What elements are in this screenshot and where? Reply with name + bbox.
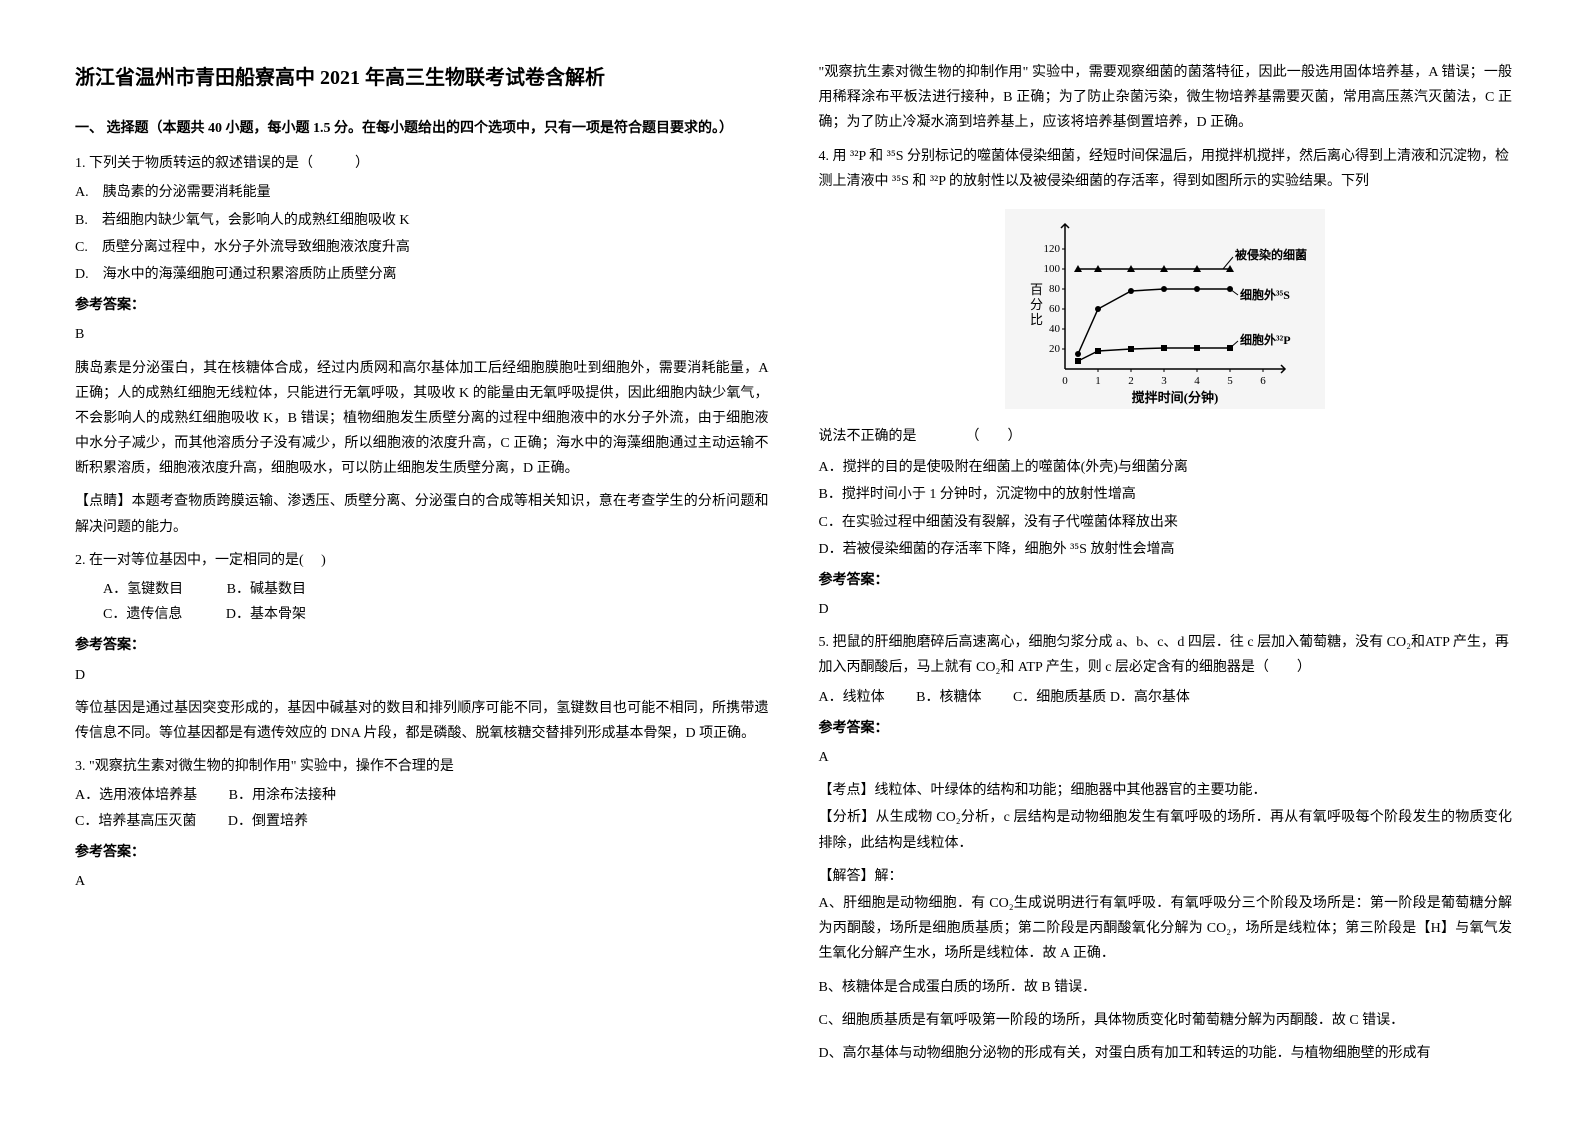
q5-option-c: C．细胞质基质	[1013, 690, 1106, 705]
q1-option-c: C. 质壁分离过程中，水分子外流导致细胞液浓度升高	[75, 235, 769, 260]
q5-stem: 5. 把鼠的肝细胞磨碎后高速离心，细胞匀浆分成 a、b、c、d 四层．往 c 层…	[819, 630, 1513, 680]
svg-text:比: 比	[1030, 312, 1043, 327]
q5-answer: A	[819, 745, 1513, 770]
svg-text:3: 3	[1162, 375, 1168, 387]
q3-option-c: C．培养基高压灭菌	[75, 814, 196, 829]
right-column: "观察抗生素对微生物的抑制作用" 实验中，需要观察细菌的菌落特征，因此一般选用固…	[794, 60, 1538, 1062]
svg-text:6: 6	[1261, 375, 1267, 387]
section-header: 一、 选择题（本题共 40 小题，每小题 1.5 分。在每小题给出的四个选项中，…	[75, 116, 769, 141]
q2-option-d: D．基本骨架	[226, 602, 306, 627]
q1-option-a: A. 胰岛素的分泌需要消耗能量	[75, 180, 769, 205]
q5-option-d: D．高尔基体	[1110, 690, 1190, 705]
svg-text:4: 4	[1195, 375, 1201, 387]
q5-option-b: B．核糖体	[916, 690, 981, 705]
q2-option-c: C．遗传信息	[103, 602, 182, 627]
svg-text:100: 100	[1044, 263, 1061, 275]
q3-stem: 3. "观察抗生素对微生物的抑制作用" 实验中，操作不合理的是	[75, 754, 769, 779]
q4-chart: 20 40 60 80 100 120 0 1 2 3 4 5 6 百 分 比	[819, 209, 1513, 409]
q4-option-a: A．搅拌的目的是使吸附在细菌上的噬菌体(外壳)与细菌分离	[819, 455, 1513, 480]
q5-options: A．线粒体 B．核糖体 C．细胞质基质 D．高尔基体	[819, 685, 1513, 710]
q2-options-row2: C．遗传信息 D．基本骨架	[103, 602, 769, 627]
q3-options-row2: C．培养基高压灭菌 D．倒置培养	[75, 809, 769, 834]
q2-answer: D	[75, 663, 769, 688]
svg-text:0: 0	[1063, 375, 1069, 387]
svg-text:2: 2	[1129, 375, 1135, 387]
svg-text:搅拌时间(分钟): 搅拌时间(分钟)	[1132, 390, 1219, 405]
q1-answer-label: 参考答案：	[75, 293, 769, 318]
q4-answer: D	[819, 597, 1513, 622]
q3-answer: A	[75, 869, 769, 894]
q2-option-a: A．氢键数目	[103, 577, 183, 602]
q4-option-d: D．若被侵染细菌的存活率下降，细胞外 ³⁵S 放射性会增高	[819, 537, 1513, 562]
q5-fenxi: 【分析】从生成物 CO₂分析，c 层结构是动物细胞发生有氧呼吸的场所．再从有氧呼…	[819, 805, 1513, 855]
q1-answer: B	[75, 322, 769, 347]
svg-text:40: 40	[1049, 323, 1061, 335]
svg-text:百: 百	[1030, 282, 1043, 297]
q5-answer-label: 参考答案：	[819, 716, 1513, 741]
svg-text:1: 1	[1096, 375, 1102, 387]
q5-jieda-label: 【解答】解：	[819, 864, 1513, 889]
q4-answer-label: 参考答案：	[819, 568, 1513, 593]
svg-text:60: 60	[1049, 303, 1061, 315]
svg-text:细胞外³²P: 细胞外³²P	[1240, 332, 1291, 347]
svg-text:5: 5	[1228, 375, 1234, 387]
svg-text:被侵染的细菌: 被侵染的细菌	[1235, 247, 1307, 262]
q5-jieda-c: C、细胞质基质是有氧呼吸第一阶段的场所，具体物质变化时葡萄糖分解为丙酮酸．故 C…	[819, 1008, 1513, 1033]
q4-option-c: C．在实验过程中细菌没有裂解，没有子代噬菌体释放出来	[819, 510, 1513, 535]
q3-option-a: A．选用液体培养基	[75, 788, 197, 803]
q1-stem: 1. 下列关于物质转运的叙述错误的是（ ）	[75, 151, 769, 176]
q3-option-d: D．倒置培养	[228, 814, 308, 829]
q3-answer-label: 参考答案：	[75, 840, 769, 865]
svg-text:120: 120	[1044, 243, 1061, 255]
svg-text:80: 80	[1049, 283, 1061, 295]
page-title: 浙江省温州市青田船寮高中 2021 年高三生物联考试卷含解析	[75, 60, 769, 96]
svg-text:20: 20	[1049, 343, 1061, 355]
q5-jieda-b: B、核糖体是合成蛋白质的场所．故 B 错误．	[819, 975, 1513, 1000]
svg-text:分: 分	[1030, 297, 1043, 312]
q3-option-b: B．用涂布法接种	[229, 788, 336, 803]
q2-options-row1: A．氢键数目 B．碱基数目	[103, 577, 769, 602]
q2-stem: 2. 在一对等位基因中，一定相同的是( )	[75, 548, 769, 573]
q1-option-b: B. 若细胞内缺少氧气，会影响人的成熟红细胞吸收 K	[75, 208, 769, 233]
q1-explanation: 胰岛素是分泌蛋白，其在核糖体合成，经过内质网和高尔基体加工后经细胞膜胞吐到细胞外…	[75, 356, 769, 482]
q5-jieda-a: A、肝细胞是动物细胞．有 CO₂生成说明进行有氧呼吸．有氧呼吸分三个阶段及场所是…	[819, 891, 1513, 967]
q2-answer-label: 参考答案：	[75, 633, 769, 658]
q2-option-b: B．碱基数目	[227, 577, 306, 602]
q4-stem2: 说法不正确的是 （ ）	[819, 424, 1513, 449]
q1-tip: 【点睛】本题考查物质跨膜运输、渗透压、质壁分离、分泌蛋白的合成等相关知识，意在考…	[75, 489, 769, 539]
left-column: 浙江省温州市青田船寮高中 2021 年高三生物联考试卷含解析 一、 选择题（本题…	[50, 60, 794, 1062]
q4-option-b: B．搅拌时间小于 1 分钟时，沉淀物中的放射性增高	[819, 482, 1513, 507]
q2-explanation: 等位基因是通过基因突变形成的，基因中碱基对的数目和排列顺序可能不同，氢键数目也可…	[75, 696, 769, 746]
q5-jieda-d: D、高尔基体与动物细胞分泌物的形成有关，对蛋白质有加工和转运的功能．与植物细胞壁…	[819, 1041, 1513, 1066]
q3-explanation: "观察抗生素对微生物的抑制作用" 实验中，需要观察细菌的菌落特征，因此一般选用固…	[819, 60, 1513, 136]
q5-option-a: A．线粒体	[819, 690, 885, 705]
q3-options-row1: A．选用液体培养基 B．用涂布法接种	[75, 783, 769, 808]
q5-kaodian: 【考点】线粒体、叶绿体的结构和功能；细胞器中其他器官的主要功能．	[819, 778, 1513, 803]
q4-stem1: 4. 用 ³²P 和 ³⁵S 分别标记的噬菌体侵染细菌，经短时间保温后，用搅拌机…	[819, 144, 1513, 194]
svg-text:细胞外³⁵S: 细胞外³⁵S	[1240, 287, 1290, 302]
q1-option-d: D. 海水中的海藻细胞可通过积累溶质防止质壁分离	[75, 262, 769, 287]
